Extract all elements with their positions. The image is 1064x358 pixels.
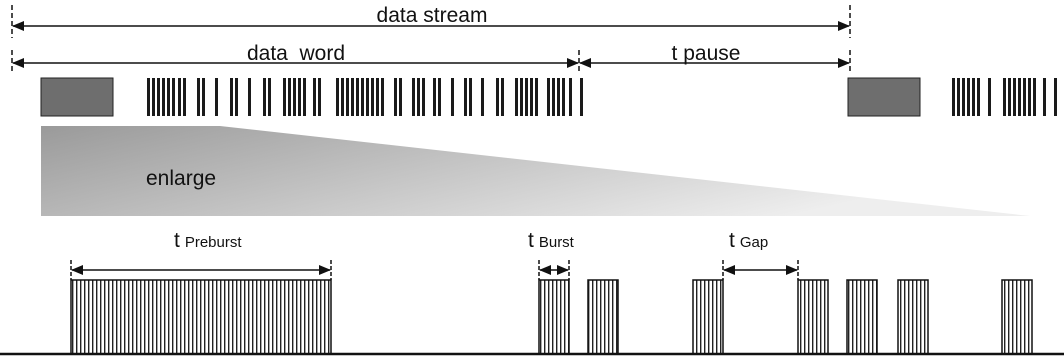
signal-bar (303, 78, 306, 116)
signal-bar (547, 78, 550, 116)
signal-bar (464, 78, 467, 116)
signal-bar (346, 78, 349, 116)
signal-bar (263, 78, 266, 116)
data-word-label: data word (247, 42, 345, 65)
signal-bar (172, 78, 175, 116)
preburst-pulse (70, 279, 332, 355)
signal-bar (515, 78, 518, 116)
signal-bar (417, 78, 420, 116)
signal-bar (230, 78, 233, 116)
enlarge-label: enlarge (146, 167, 216, 190)
t-gap-label: t Gap (729, 229, 768, 252)
signal-bar (361, 78, 364, 116)
signal-bar (162, 78, 165, 116)
signal-bar (481, 78, 484, 116)
signal-bar (215, 78, 218, 116)
signal-bar (183, 78, 186, 116)
signal-bar (147, 78, 150, 116)
signal-bar (376, 78, 379, 116)
burst-pulse (1001, 279, 1033, 355)
signal-bar (268, 78, 271, 116)
burst-pulse (797, 279, 829, 355)
data-stream-dimension: data stream (11, 4, 851, 38)
data-word-dimension: data word t pause (11, 42, 851, 74)
signal-bar (293, 78, 296, 116)
signal-bar (202, 78, 205, 116)
signal-bar (178, 78, 181, 116)
signal-bar (341, 78, 344, 116)
signal-bar (371, 78, 374, 116)
signal-bar (438, 78, 441, 116)
signal-bar (313, 78, 316, 116)
t-preburst-label: t Preburst (174, 229, 242, 252)
signal-bar (152, 78, 155, 116)
signal-bar (562, 78, 565, 116)
signal-bar (356, 78, 359, 116)
signal-bar (157, 78, 160, 116)
signal-bar (1028, 78, 1031, 116)
burst-pulse (897, 279, 929, 355)
signal-bar (1033, 78, 1036, 116)
signal-bar (530, 78, 533, 116)
signal-bar (394, 78, 397, 116)
signal-bar (351, 78, 354, 116)
signal-bar (952, 78, 955, 116)
signal-bar (167, 78, 170, 116)
burst-pulse (587, 279, 619, 355)
enlarge-wedge: enlarge (41, 126, 1030, 216)
signal-bar (1008, 78, 1011, 116)
signal-bar (336, 78, 339, 116)
signal-bar (433, 78, 436, 116)
signal-bar (318, 78, 321, 116)
next-preburst-block (847, 77, 921, 117)
signal-bar (1013, 78, 1016, 116)
signal-bar (1003, 78, 1006, 116)
signal-bar (451, 78, 454, 116)
t-burst-label: t Burst (528, 229, 575, 252)
signal-bar (552, 78, 555, 116)
signal-bar (399, 78, 402, 116)
enlarged-detail: t Preburst t Burst t Gap (0, 229, 1064, 356)
signal-bar (580, 78, 583, 116)
signal-bar (283, 78, 286, 116)
signal-bar (967, 78, 970, 116)
signal-bar (557, 78, 560, 116)
signal-bar (972, 78, 975, 116)
data-stream-label: data stream (377, 4, 488, 27)
signal-bar (977, 78, 980, 116)
burst-pulse (846, 279, 878, 355)
signal-bar (569, 78, 572, 116)
signal-bar (957, 78, 960, 116)
signal-bar (1018, 78, 1021, 116)
preburst-block (40, 77, 114, 117)
signal-bar (525, 78, 528, 116)
signal-bar (988, 78, 991, 116)
signal-bar (298, 78, 301, 116)
signal-bar (1023, 78, 1026, 116)
signal-bar (496, 78, 499, 116)
signal-bar (962, 78, 965, 116)
t-pause-label: t pause (672, 42, 741, 65)
signal-bar (469, 78, 472, 116)
signal-bar (248, 78, 251, 116)
burst-pulse (538, 279, 570, 355)
signal-bar (197, 78, 200, 116)
coded-signal-row (40, 77, 1057, 117)
signal-bar (501, 78, 504, 116)
signal-bar (235, 78, 238, 116)
signal-bar (535, 78, 538, 116)
signal-bar (288, 78, 291, 116)
burst-pulse (692, 279, 724, 355)
signal-bar (520, 78, 523, 116)
signal-bar (1054, 78, 1057, 116)
signal-bar (422, 78, 425, 116)
signal-bar (412, 78, 415, 116)
signal-bar (1043, 78, 1046, 116)
signal-bar (366, 78, 369, 116)
signal-bar (381, 78, 384, 116)
